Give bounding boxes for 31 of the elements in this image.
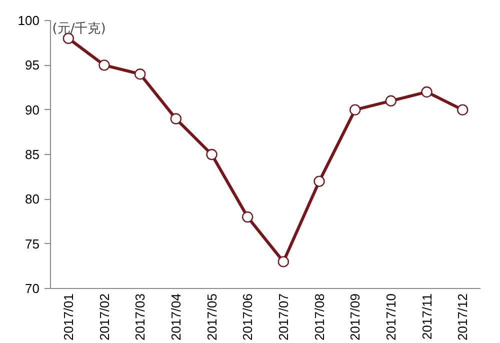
x-tick-label: 2017/06 [240,293,256,340]
x-tick-label: 2017/11 [419,293,434,340]
point [206,148,218,160]
y-tick-label: 95 [25,58,40,73]
x-tick-label: 2017/10 [383,293,398,340]
x-tick-label: 2017/12 [455,293,470,340]
point [242,211,254,223]
x-tick-label: 2017/01 [60,293,76,340]
x-tick-label: 2017/09 [348,293,363,340]
y-tick-label: 100 [18,13,40,28]
x-tick-label: 2017/02 [96,293,112,340]
point [98,60,110,71]
point [421,86,432,98]
y-tick-label: 70 [25,281,40,296]
x-tick-label: 2017/05 [204,293,220,340]
y-tick-label: 80 [25,192,40,207]
point [385,95,397,106]
point [349,104,361,116]
y-tick-label: 75 [25,236,40,252]
point [134,68,146,80]
y-axis-title: (元/千克) [52,22,106,36]
y-tick-label: 90 [25,102,40,118]
point [314,176,325,187]
x-tick-label: 2017/07 [276,293,291,340]
point [170,113,182,124]
x-tick-label: 2017/04 [168,293,184,340]
point [456,104,468,116]
x-tick-label: 2017/08 [312,293,327,340]
x-tick-label: 2017/03 [132,293,148,340]
point [278,256,290,268]
y-tick-label: 85 [25,147,40,162]
